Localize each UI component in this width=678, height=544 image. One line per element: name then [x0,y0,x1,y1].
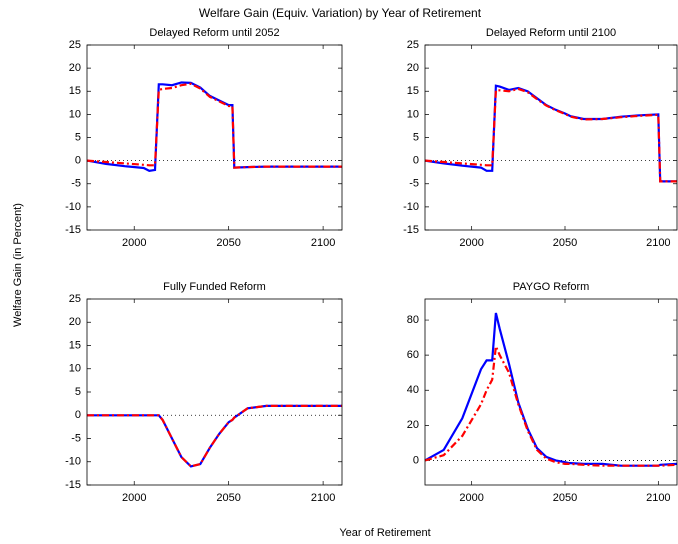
series-line [87,404,342,468]
plot-frame [424,298,678,486]
y-tick-label: 25 [69,293,81,305]
y-tick-label: 0 [413,155,419,167]
x-tick-label: 2050 [216,237,240,249]
y-tick-label: -5 [71,178,81,190]
y-tick-label: -10 [403,201,419,213]
y-tick-label: -5 [71,432,81,444]
y-tick-label: -10 [65,201,81,213]
y-tick-label: 20 [407,62,419,74]
subplot-title: Delayed Reform until 2052 [149,27,279,39]
y-tick-label: -15 [65,479,81,491]
x-axis-label: Year of Retirement [339,527,430,539]
subplot-title: Delayed Reform until 2100 [486,27,616,39]
y-tick-label: 20 [69,316,81,328]
y-tick-label: 15 [69,339,81,351]
x-tick-label: 2000 [459,237,483,249]
series-line [424,87,677,183]
y-tick-label: 10 [69,108,81,120]
plot-area [87,45,342,230]
y-tick-label: 5 [413,131,419,143]
y-tick-label: 0 [75,409,81,421]
plot-area [87,299,342,485]
series-line [424,84,677,183]
y-tick-label: -10 [65,456,81,468]
y-tick-label: 0 [75,155,81,167]
x-tick-label: 2000 [459,492,483,504]
y-tick-label: 25 [69,39,81,51]
y-tick-label: 10 [407,108,419,120]
x-tick-label: 2000 [122,492,146,504]
subplot-title: Fully Funded Reform [163,281,266,293]
x-tick-label: 2100 [646,237,670,249]
subplot-title: PAYGO Reform [513,281,590,293]
x-tick-label: 2100 [311,492,335,504]
y-tick-label: -15 [65,224,81,236]
y-tick-label: 15 [69,85,81,97]
series-line [424,342,678,467]
y-tick-label: 5 [75,386,81,398]
y-tick-label: -5 [409,178,419,190]
x-tick-label: 2000 [122,237,146,249]
figure-title: Welfare Gain (Equiv. Variation) by Year … [199,6,482,20]
y-tick-label: 5 [75,131,81,143]
plot-area [425,299,677,485]
y-tick-label: 40 [407,384,419,396]
y-tick-label: 20 [69,62,81,74]
x-tick-label: 2050 [553,237,577,249]
x-tick-label: 2050 [216,492,240,504]
plot-frame [424,44,678,231]
y-axis-label: Welfare Gain (in Percent) [12,203,24,327]
y-tick-label: -15 [403,224,419,236]
y-tick-label: 10 [69,363,81,375]
y-tick-label: 20 [407,419,419,431]
plot-frame [86,44,343,231]
y-tick-label: 0 [413,454,419,466]
y-tick-label: 15 [407,85,419,97]
x-tick-label: 2050 [553,492,577,504]
y-tick-label: 80 [407,314,419,326]
x-tick-label: 2100 [646,492,670,504]
y-tick-label: 25 [407,39,419,51]
plot-frame [86,298,343,486]
x-tick-label: 2100 [311,237,335,249]
plot-area [425,45,677,230]
y-tick-label: 60 [407,349,419,361]
series-line [86,82,342,169]
